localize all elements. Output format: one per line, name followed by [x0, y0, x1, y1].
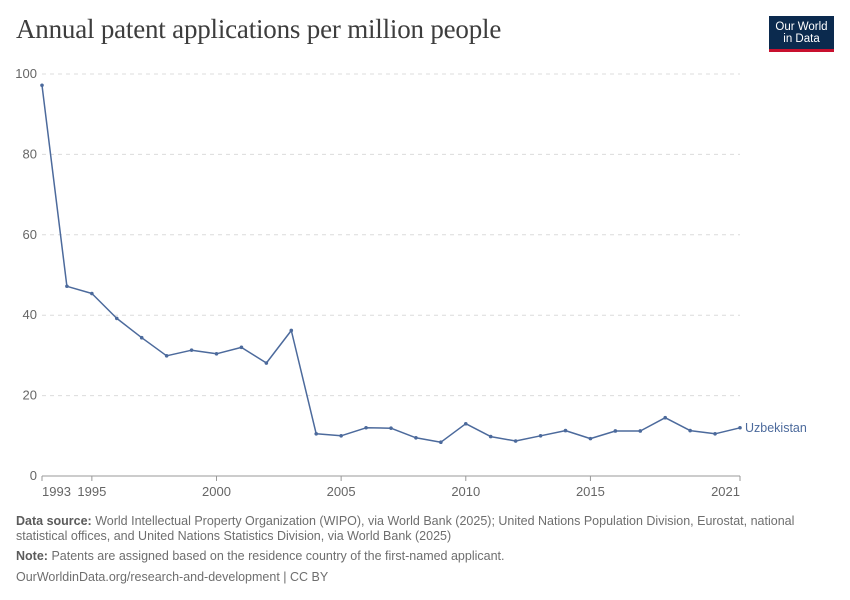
x-tick-label: 2021: [711, 484, 740, 499]
x-tick-label: 2015: [576, 484, 605, 499]
data-point: [214, 351, 219, 356]
data-point: [613, 429, 618, 433]
data-point: [389, 426, 393, 430]
data-point: [90, 291, 94, 296]
y-tick-label: 0: [30, 468, 37, 483]
y-tick-label: 100: [15, 66, 37, 81]
y-tick-label: 60: [23, 227, 37, 242]
data-point: [189, 348, 194, 352]
data-point: [463, 421, 468, 426]
data-point: [538, 434, 543, 438]
data-point: [663, 415, 668, 420]
x-tick-label: 2010: [451, 484, 480, 499]
y-tick-label: 40: [23, 307, 37, 322]
data-point: [738, 425, 742, 430]
data-point: [563, 428, 568, 433]
note-text: Patents are assigned based on the reside…: [51, 549, 505, 563]
data-point: [638, 429, 643, 433]
data-point: [289, 328, 294, 333]
chart-note: Note: Patents are assigned based on the …: [16, 549, 505, 564]
series-line: [41, 85, 741, 443]
owid-logo[interactable]: Our World in Data: [769, 16, 834, 52]
data-point: [264, 361, 269, 365]
x-tick-label: 1993: [42, 484, 71, 499]
data-point: [439, 440, 443, 445]
source-url[interactable]: OurWorldinData.org/research-and-developm…: [16, 570, 329, 584]
x-tick-label: 1995: [77, 484, 106, 499]
note-label: Note:: [16, 549, 48, 563]
data-point: [364, 425, 368, 430]
data-point: [114, 316, 119, 321]
y-tick-label: 80: [23, 146, 37, 161]
y-tick-label: 20: [23, 388, 37, 403]
data-point: [488, 434, 493, 439]
data-point: [164, 354, 169, 358]
line-chart: 0 20 40 60 80 100 1993 1995 2000 2005 2010 2015 2021…: [15, 66, 807, 499]
data-point: [688, 428, 692, 433]
x-tick-label: 2005: [327, 484, 356, 499]
x-tick-label: 2000: [202, 484, 231, 499]
logo-line-1: Our World: [775, 21, 828, 33]
data-source-text: World Intellectual Property Organization…: [16, 514, 795, 543]
data-point: [239, 345, 244, 350]
data-point: [513, 439, 518, 443]
series-label: Uzbekistan: [745, 421, 807, 435]
chart-title: Annual patent applications per million p…: [16, 14, 502, 44]
data-point: [713, 431, 717, 436]
logo-line-2: in Data: [783, 33, 820, 45]
data-point: [588, 436, 593, 441]
data-point: [139, 335, 144, 340]
data-source-label: Data source:: [16, 514, 92, 528]
data-point: [414, 436, 418, 440]
data-point: [314, 431, 319, 436]
data-source: Data source: World Intellectual Property…: [16, 514, 826, 544]
data-point: [40, 83, 44, 88]
data-point: [65, 284, 69, 289]
data-point: [339, 434, 343, 438]
